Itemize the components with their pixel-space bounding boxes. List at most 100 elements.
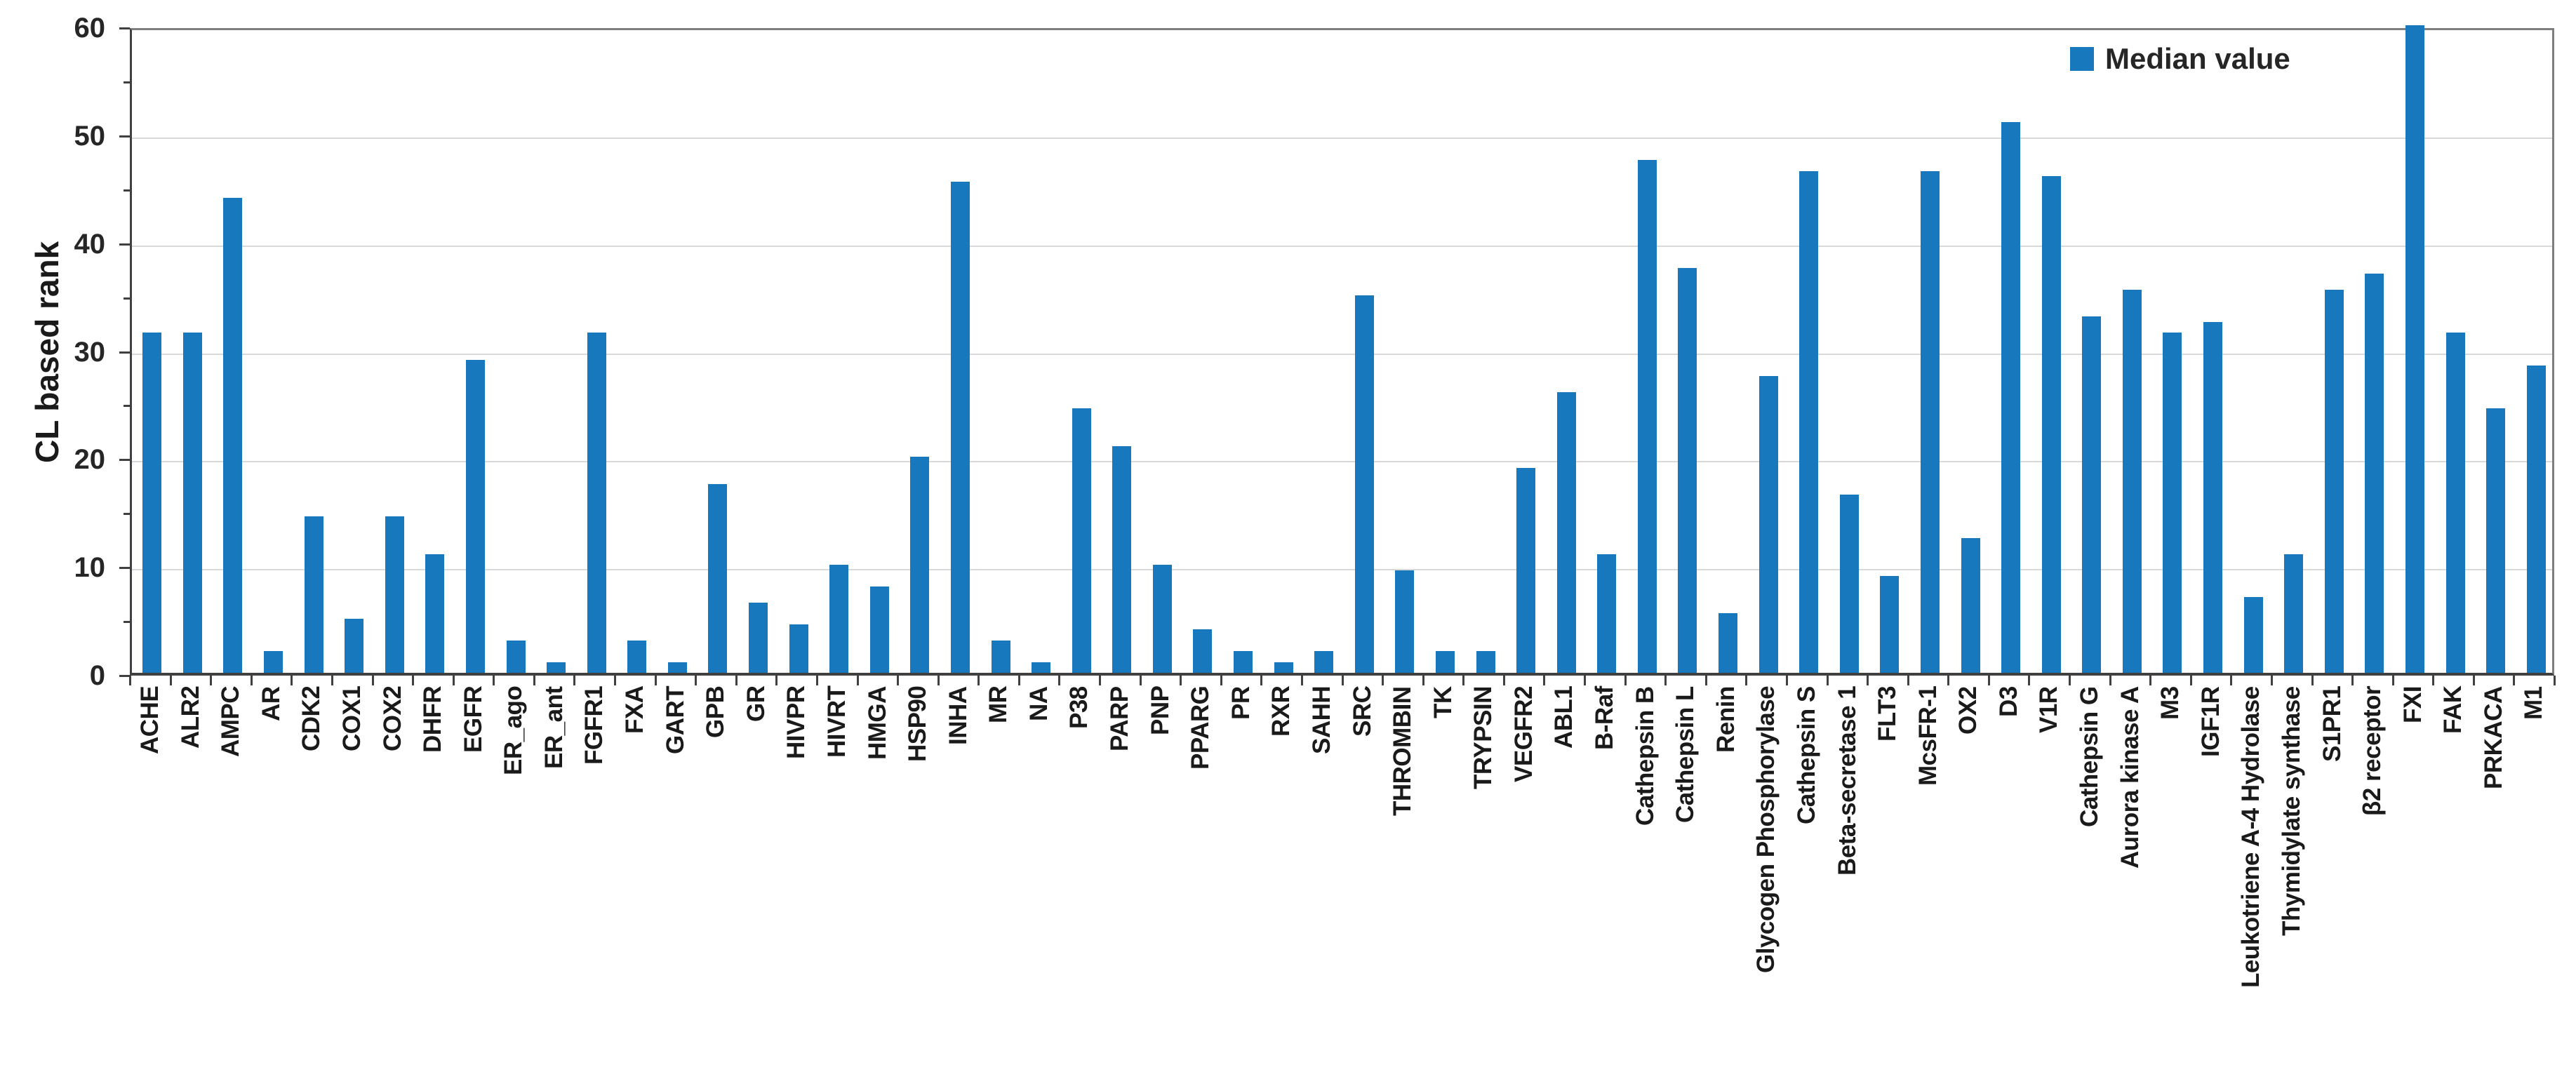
x-tick-mark	[331, 676, 333, 685]
x-tick-label: V1R	[2035, 686, 2063, 733]
x-tick-mark	[1139, 676, 1142, 685]
x-tick-mark	[1220, 676, 1222, 685]
x-tick-label: Cathepsin L	[1671, 686, 1700, 823]
bar	[2001, 122, 2021, 673]
x-tick-label: AMPC	[217, 686, 245, 758]
x-tick-mark	[169, 676, 172, 685]
x-tick-label: PRKACA	[2479, 686, 2507, 789]
x-tick-label: Thymidylate synthase	[2277, 686, 2305, 936]
bar	[708, 483, 728, 673]
y-minor-tick-mark	[124, 621, 130, 624]
x-tick-mark	[937, 676, 940, 685]
bar	[2203, 322, 2223, 673]
x-tick-label: EGFR	[459, 686, 487, 753]
x-tick-mark	[2472, 676, 2475, 685]
x-tick-mark	[2230, 676, 2233, 685]
bar	[182, 333, 202, 673]
x-tick-label: Cathepsin B	[1631, 686, 1659, 826]
bar	[1274, 662, 1293, 673]
x-tick-mark	[210, 676, 213, 685]
x-tick-label: MR	[985, 686, 1013, 724]
x-tick-mark	[1382, 676, 1384, 685]
x-tick-label: SAHH	[1307, 686, 1335, 755]
x-tick-label: M3	[2156, 686, 2184, 720]
plot-area	[130, 25, 2554, 676]
x-tick-label: ER_ago	[500, 686, 528, 776]
y-tick-label: 50	[74, 120, 106, 152]
bar	[385, 516, 404, 673]
x-tick-mark	[533, 676, 535, 685]
bar	[950, 182, 970, 673]
x-tick-mark	[654, 676, 657, 685]
x-tick-label: GPB	[702, 686, 730, 739]
bar	[547, 662, 566, 673]
x-tick-label: COX2	[378, 686, 406, 752]
x-tick-label: Cathepsin S	[1792, 686, 1820, 824]
x-tick-label: IGF1R	[2196, 686, 2224, 757]
x-tick-label: PARP	[1106, 686, 1133, 751]
bar	[749, 603, 768, 673]
x-tick-mark	[977, 676, 980, 685]
x-tick-mark	[1180, 676, 1182, 685]
gridline	[132, 137, 2552, 139]
x-tick-mark	[2432, 676, 2435, 685]
x-tick-mark	[2513, 676, 2516, 685]
bar	[142, 333, 162, 673]
bar	[1920, 170, 1940, 673]
x-tick-mark	[2069, 676, 2071, 685]
x-tick-mark	[1785, 676, 1788, 685]
bar	[1556, 392, 1576, 673]
x-tick-mark	[614, 676, 616, 685]
bar	[829, 565, 849, 673]
x-tick-label: RXR	[1267, 686, 1295, 737]
x-tick-mark	[1300, 676, 1303, 685]
bar	[506, 640, 526, 673]
y-tick-label: 10	[74, 552, 106, 584]
gridline	[132, 461, 2552, 463]
x-tick-mark	[897, 676, 900, 685]
x-tick-mark	[371, 676, 374, 685]
x-tick-label: INHA	[944, 686, 972, 745]
x-tick-label: THROMBIN	[1389, 686, 1417, 816]
x-tick-mark	[1624, 676, 1627, 685]
x-tick-label: Renin	[1711, 686, 1740, 753]
x-tick-label: FXI	[2398, 686, 2427, 723]
legend-label: Median value	[2105, 42, 2290, 75]
x-tick-mark	[1907, 676, 1909, 685]
y-tick-label: 0	[89, 660, 105, 691]
x-tick-label: DHFR	[419, 686, 447, 753]
x-tick-mark	[2149, 676, 2152, 685]
x-tick-label: Leukotriene A-4 Hydrolase	[2237, 686, 2265, 988]
x-tick-label: β2 receptor	[2358, 686, 2387, 817]
legend-swatch-icon	[2070, 47, 2094, 71]
bar	[1719, 613, 1738, 673]
x-tick-mark	[1543, 676, 1546, 685]
x-tick-mark	[291, 676, 293, 685]
y-tick-label: 60	[74, 13, 106, 43]
x-tick-label: GR	[742, 686, 770, 723]
bar	[1112, 445, 1132, 673]
bar	[2284, 554, 2304, 673]
bar	[1152, 565, 1172, 673]
y-tick-mark	[119, 567, 130, 570]
x-tick-label: PNP	[1146, 686, 1174, 736]
bar	[2486, 408, 2506, 673]
x-tick-label: HSP90	[904, 686, 932, 763]
x-tick-label: COX1	[338, 686, 366, 752]
y-tick-mark	[119, 243, 130, 246]
x-tick-mark	[815, 676, 818, 685]
bar	[2324, 289, 2344, 673]
bar	[304, 516, 323, 673]
x-tick-mark	[2391, 676, 2394, 685]
bar	[1961, 537, 1980, 673]
x-tick-mark	[493, 676, 495, 685]
bar	[1637, 160, 1657, 673]
x-tick-mark	[1584, 676, 1586, 685]
bar	[2526, 365, 2546, 673]
x-tick-label: ER_ant	[540, 686, 568, 769]
x-tick-mark	[1341, 676, 1344, 685]
x-tick-mark	[1987, 676, 1990, 685]
gridline	[132, 569, 2552, 571]
y-minor-tick-mark	[124, 405, 130, 408]
x-tick-label: Beta-secretase 1	[1833, 686, 1861, 876]
